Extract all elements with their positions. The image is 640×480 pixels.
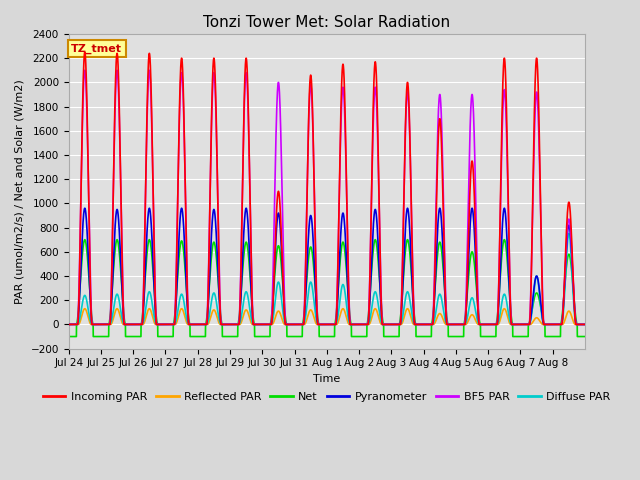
Incoming PAR — [223, 322, 231, 327]
Net — [198, 334, 206, 339]
BF5 PAR — [223, 322, 231, 327]
Reflected PAR — [65, 322, 72, 327]
Incoming PAR — [198, 322, 206, 327]
Pyranometer — [452, 322, 460, 327]
Net — [65, 334, 72, 339]
BF5 PAR — [65, 322, 72, 327]
Pyranometer — [223, 322, 231, 327]
BF5 PAR — [81, 67, 88, 73]
Reflected PAR — [581, 322, 589, 327]
Incoming PAR — [81, 49, 88, 55]
Text: TZ_tmet: TZ_tmet — [71, 43, 122, 54]
Y-axis label: PAR (umol/m2/s) / Net and Solar (W/m2): PAR (umol/m2/s) / Net and Solar (W/m2) — [15, 79, 25, 304]
Diffuse PAR — [581, 322, 589, 327]
Pyranometer — [581, 322, 589, 327]
Pyranometer — [296, 322, 304, 327]
Legend: Incoming PAR, Reflected PAR, Net, Pyranometer, BF5 PAR, Diffuse PAR: Incoming PAR, Reflected PAR, Net, Pyrano… — [39, 387, 615, 406]
Net — [81, 237, 88, 242]
Pyranometer — [81, 205, 88, 211]
BF5 PAR — [452, 322, 460, 327]
Line: Diffuse PAR: Diffuse PAR — [68, 234, 585, 324]
Incoming PAR — [581, 322, 589, 327]
Pyranometer — [65, 322, 72, 327]
Net — [515, 334, 523, 339]
Reflected PAR — [83, 309, 91, 315]
Incoming PAR — [452, 322, 460, 327]
Net — [83, 247, 91, 253]
Pyranometer — [198, 322, 206, 327]
Reflected PAR — [81, 306, 88, 312]
Net — [452, 334, 460, 339]
Line: Net: Net — [68, 240, 585, 336]
Reflected PAR — [223, 322, 231, 327]
Diffuse PAR — [223, 322, 231, 327]
Title: Tonzi Tower Met: Solar Radiation: Tonzi Tower Met: Solar Radiation — [204, 15, 451, 30]
Incoming PAR — [515, 322, 523, 327]
Diffuse PAR — [83, 298, 91, 303]
Diffuse PAR — [296, 322, 304, 327]
Line: Incoming PAR: Incoming PAR — [68, 52, 585, 324]
Line: BF5 PAR: BF5 PAR — [68, 70, 585, 324]
Diffuse PAR — [198, 322, 206, 327]
BF5 PAR — [198, 322, 206, 327]
Net — [581, 334, 589, 339]
Reflected PAR — [452, 322, 460, 327]
Reflected PAR — [296, 322, 304, 327]
Net — [223, 334, 231, 339]
Diffuse PAR — [452, 322, 460, 327]
Diffuse PAR — [565, 231, 573, 237]
Pyranometer — [515, 322, 523, 327]
Diffuse PAR — [515, 322, 523, 327]
Reflected PAR — [515, 322, 523, 327]
Line: Pyranometer: Pyranometer — [68, 208, 585, 324]
Incoming PAR — [65, 322, 72, 327]
Reflected PAR — [198, 322, 206, 327]
Pyranometer — [83, 224, 91, 229]
Incoming PAR — [83, 96, 91, 101]
Net — [296, 334, 304, 339]
BF5 PAR — [83, 107, 91, 113]
X-axis label: Time: Time — [313, 374, 340, 384]
BF5 PAR — [296, 322, 304, 327]
Line: Reflected PAR: Reflected PAR — [68, 309, 585, 324]
Diffuse PAR — [65, 322, 72, 327]
BF5 PAR — [581, 322, 589, 327]
Incoming PAR — [296, 322, 304, 327]
BF5 PAR — [515, 322, 523, 327]
